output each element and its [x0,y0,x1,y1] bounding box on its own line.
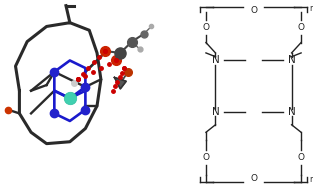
Text: N: N [212,108,219,117]
Text: O: O [298,23,305,32]
Polygon shape [115,77,126,89]
Text: O: O [298,153,305,162]
Text: O: O [203,153,209,162]
Text: O: O [203,23,209,32]
Text: O: O [250,6,257,15]
Text: N: N [288,56,295,65]
Text: N: N [212,56,219,65]
Text: n: n [310,4,313,13]
Text: n: n [310,175,313,184]
Text: O: O [250,174,257,183]
Text: N: N [288,108,295,117]
